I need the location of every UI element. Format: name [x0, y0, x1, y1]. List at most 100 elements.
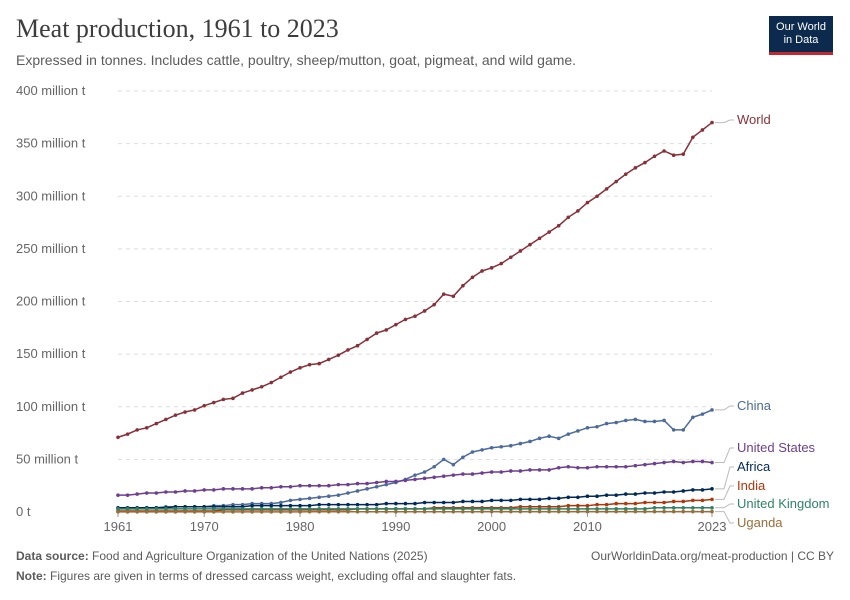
data-point-united-states[interactable]	[470, 472, 475, 476]
data-point-united-kingdom[interactable]	[614, 507, 618, 511]
data-point-china[interactable]	[710, 408, 714, 412]
data-point-china[interactable]	[681, 428, 686, 432]
data-point-united-states[interactable]	[135, 492, 139, 496]
data-point-uganda[interactable]	[374, 509, 379, 514]
data-point-world[interactable]	[288, 370, 293, 374]
series-united-states[interactable]	[116, 459, 714, 497]
data-point-africa[interactable]	[671, 490, 676, 494]
data-point-africa[interactable]	[259, 503, 264, 508]
data-point-united-kingdom[interactable]	[164, 507, 168, 511]
data-point-china[interactable]	[288, 498, 293, 503]
data-point-united-kingdom[interactable]	[384, 507, 389, 511]
data-point-world[interactable]	[231, 396, 235, 401]
series-uganda[interactable]	[116, 509, 714, 514]
series-label-united-states[interactable]: United States	[737, 440, 816, 455]
data-point-uganda[interactable]	[221, 510, 226, 514]
data-point-uganda[interactable]	[288, 510, 293, 514]
data-point-united-states[interactable]	[183, 489, 187, 493]
data-point-africa[interactable]	[710, 487, 714, 491]
data-point-united-states[interactable]	[259, 485, 264, 490]
data-point-uganda[interactable]	[576, 509, 580, 514]
data-point-world[interactable]	[279, 375, 283, 380]
data-point-africa[interactable]	[700, 488, 705, 492]
data-point-africa[interactable]	[489, 498, 494, 503]
data-point-united-kingdom[interactable]	[652, 505, 657, 510]
data-point-world[interactable]	[317, 361, 321, 366]
data-point-world[interactable]	[403, 317, 408, 322]
data-point-united-kingdom[interactable]	[604, 507, 609, 511]
data-point-uganda[interactable]	[556, 509, 561, 514]
data-point-uganda[interactable]	[192, 510, 197, 514]
data-point-united-states[interactable]	[336, 482, 341, 487]
data-point-united-kingdom[interactable]	[461, 507, 465, 511]
data-point-uganda[interactable]	[413, 509, 417, 514]
series-line-world[interactable]	[117, 121, 713, 438]
data-point-world[interactable]	[681, 152, 686, 156]
data-point-united-kingdom[interactable]	[480, 507, 484, 511]
data-point-united-kingdom[interactable]	[317, 507, 321, 511]
data-point-africa[interactable]	[336, 502, 341, 507]
data-point-united-kingdom[interactable]	[279, 507, 283, 511]
data-point-china[interactable]	[374, 484, 379, 489]
data-point-uganda[interactable]	[633, 509, 638, 514]
data-point-uganda[interactable]	[422, 509, 427, 514]
data-point-world[interactable]	[202, 403, 207, 408]
series-world[interactable]	[116, 120, 714, 440]
data-point-united-states[interactable]	[240, 487, 245, 491]
data-point-world[interactable]	[432, 302, 436, 307]
data-point-uganda[interactable]	[681, 509, 686, 514]
data-point-uganda[interactable]	[614, 509, 618, 514]
data-point-united-kingdom[interactable]	[441, 507, 446, 511]
data-point-uganda[interactable]	[212, 510, 216, 514]
data-point-africa[interactable]	[250, 503, 254, 508]
data-point-world[interactable]	[556, 223, 561, 228]
data-point-world[interactable]	[604, 187, 609, 191]
data-point-united-kingdom[interactable]	[231, 507, 235, 511]
data-point-uganda[interactable]	[240, 510, 245, 514]
data-point-world[interactable]	[700, 128, 705, 132]
data-point-china[interactable]	[566, 432, 571, 436]
data-point-china[interactable]	[384, 482, 389, 487]
data-point-world[interactable]	[710, 120, 714, 125]
data-point-united-kingdom[interactable]	[192, 507, 197, 511]
data-point-uganda[interactable]	[643, 509, 647, 514]
data-point-united-states[interactable]	[461, 472, 465, 476]
data-point-china[interactable]	[499, 444, 504, 449]
data-point-uganda[interactable]	[403, 509, 408, 514]
data-point-uganda[interactable]	[470, 509, 475, 514]
data-point-world[interactable]	[566, 215, 571, 220]
data-point-united-states[interactable]	[576, 465, 580, 470]
data-point-china[interactable]	[365, 487, 369, 491]
data-point-uganda[interactable]	[451, 509, 456, 514]
data-point-united-kingdom[interactable]	[537, 507, 542, 511]
data-point-africa[interactable]	[374, 502, 379, 507]
data-point-world[interactable]	[422, 309, 427, 313]
data-point-africa[interactable]	[317, 502, 321, 507]
data-point-uganda[interactable]	[269, 510, 274, 514]
data-point-india[interactable]	[623, 501, 628, 506]
data-point-united-kingdom[interactable]	[528, 507, 532, 511]
data-point-united-kingdom[interactable]	[346, 507, 350, 511]
data-point-china[interactable]	[441, 457, 446, 462]
data-point-united-kingdom[interactable]	[326, 507, 331, 511]
data-point-africa[interactable]	[547, 496, 551, 501]
data-point-india[interactable]	[576, 503, 580, 508]
data-point-united-kingdom[interactable]	[288, 507, 293, 511]
data-point-uganda[interactable]	[183, 510, 187, 514]
data-point-uganda[interactable]	[662, 509, 666, 514]
data-point-world[interactable]	[528, 242, 532, 247]
data-point-united-states[interactable]	[566, 464, 571, 469]
data-point-united-kingdom[interactable]	[173, 507, 178, 511]
data-point-united-states[interactable]	[604, 464, 609, 469]
data-point-united-kingdom[interactable]	[144, 507, 149, 511]
data-point-united-states[interactable]	[116, 493, 120, 497]
data-point-india[interactable]	[681, 499, 686, 504]
data-point-united-kingdom[interactable]	[556, 507, 561, 511]
data-point-china[interactable]	[461, 455, 465, 460]
data-point-united-kingdom[interactable]	[710, 505, 714, 510]
data-point-united-kingdom[interactable]	[671, 505, 676, 510]
data-point-africa[interactable]	[595, 494, 599, 499]
data-point-united-kingdom[interactable]	[307, 507, 312, 511]
data-point-united-states[interactable]	[710, 460, 714, 465]
data-point-uganda[interactable]	[537, 509, 542, 514]
